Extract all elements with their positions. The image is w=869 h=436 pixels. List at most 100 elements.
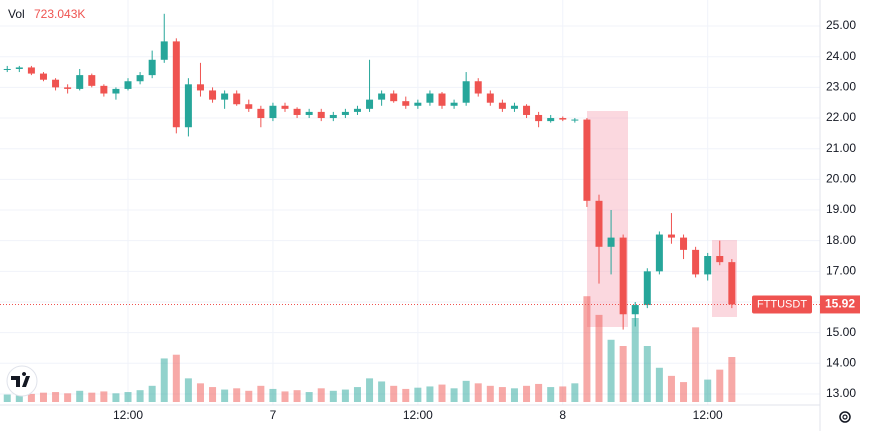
candle-body: [353, 108, 361, 112]
candle-body: [728, 262, 736, 305]
volume-bar: [39, 392, 47, 402]
candle-body: [595, 200, 603, 247]
volume-readout: 723.043K: [34, 7, 85, 21]
candle-body: [631, 305, 639, 315]
candle-body: [390, 93, 398, 102]
volume-bar: [160, 358, 168, 402]
candle-body: [559, 118, 567, 120]
volume-bar: [378, 381, 386, 402]
y-tick-label: 21.00: [826, 141, 856, 155]
volume-bar: [148, 385, 156, 402]
volume-bar: [462, 380, 470, 402]
volume-bar: [3, 394, 11, 402]
volume-bar: [619, 346, 627, 402]
volume-bar: [269, 388, 277, 402]
candle-body: [667, 234, 675, 238]
candle-body: [426, 93, 434, 103]
x-tick-label: 12:00: [403, 408, 433, 422]
candle-body: [547, 118, 555, 122]
candle-body: [583, 119, 591, 201]
y-tick-label: 23.00: [826, 80, 856, 94]
candle-body: [535, 114, 543, 122]
volume-bar: [124, 392, 132, 402]
candle-body: [438, 93, 446, 106]
volume-bar: [366, 378, 374, 402]
volume-bar: [426, 386, 434, 402]
candle-body: [474, 81, 482, 94]
volume-bar: [450, 388, 458, 402]
candle-body: [402, 101, 410, 106]
volume-bar: [728, 357, 736, 402]
candle-body: [305, 111, 313, 115]
candle-body: [172, 41, 180, 128]
volume-bar: [196, 383, 204, 402]
volume-bar: [88, 392, 96, 402]
volume-bar: [438, 384, 446, 402]
volume-bar: [631, 318, 639, 402]
volume-bar: [112, 393, 120, 402]
y-tick-label: 15.00: [826, 325, 856, 339]
candle-body: [112, 88, 120, 94]
candle-body: [209, 90, 217, 100]
candle-body: [39, 73, 47, 80]
candle-body: [160, 41, 168, 60]
x-tick-label: 8: [559, 408, 566, 422]
y-tick-label: 19.00: [826, 202, 856, 216]
y-tick-label: 24.00: [826, 49, 856, 63]
candle-body: [52, 79, 60, 88]
symbol-label: FTTUSDT: [757, 298, 807, 310]
candle-body: [486, 93, 494, 103]
volume-bar: [607, 339, 615, 402]
volume-bar: [510, 388, 518, 402]
candle-body: [607, 237, 615, 247]
y-tick-label: 25.00: [826, 18, 856, 32]
volume-bar: [559, 386, 567, 402]
candle-body: [3, 68, 11, 70]
candle-body: [15, 67, 23, 69]
y-tick-label: 22.00: [826, 110, 856, 124]
logo: [6, 365, 38, 397]
volume-bar: [704, 379, 712, 402]
candle-body: [655, 234, 663, 272]
candle-body: [100, 85, 108, 94]
price-tag: [820, 295, 860, 314]
candle-body: [571, 119, 579, 121]
volume-bar: [353, 387, 361, 402]
candle-body: [221, 93, 229, 100]
volume-bar: [716, 369, 724, 402]
volume-bar: [305, 392, 313, 402]
candle-body: [124, 81, 132, 89]
plot: [3, 13, 736, 402]
candle-body: [64, 87, 72, 89]
candle-body: [281, 105, 289, 109]
candle-body: [680, 237, 688, 250]
candle-body: [317, 111, 325, 119]
volume-bar: [486, 385, 494, 402]
candle-body: [716, 255, 724, 263]
candle-body: [196, 84, 204, 91]
volume-bar: [64, 393, 72, 402]
candle-body: [257, 108, 265, 119]
y-tick-label: 17.00: [826, 264, 856, 278]
y-tick-label: 18.00: [826, 233, 856, 247]
volume-bar: [76, 390, 84, 402]
candle-body: [184, 84, 192, 128]
volume-bar: [317, 388, 325, 402]
candle-body: [76, 75, 84, 89]
volume-bar: [655, 367, 663, 402]
volume-bar: [233, 388, 241, 402]
candle-body: [269, 105, 277, 119]
candle-body: [498, 102, 506, 109]
volume-bar: [571, 383, 579, 402]
volume-bar: [390, 385, 398, 402]
volume-bar: [15, 395, 23, 402]
volume-bar: [402, 388, 410, 402]
volume-bar: [523, 385, 531, 402]
candle-body: [293, 108, 301, 115]
x-tick-label: 12:00: [693, 408, 723, 422]
candle-body: [366, 99, 374, 109]
symbol-tag: [752, 295, 812, 314]
volume-bar: [692, 327, 700, 402]
volume-bar: [293, 390, 301, 402]
settings-icon[interactable]: [839, 411, 851, 423]
